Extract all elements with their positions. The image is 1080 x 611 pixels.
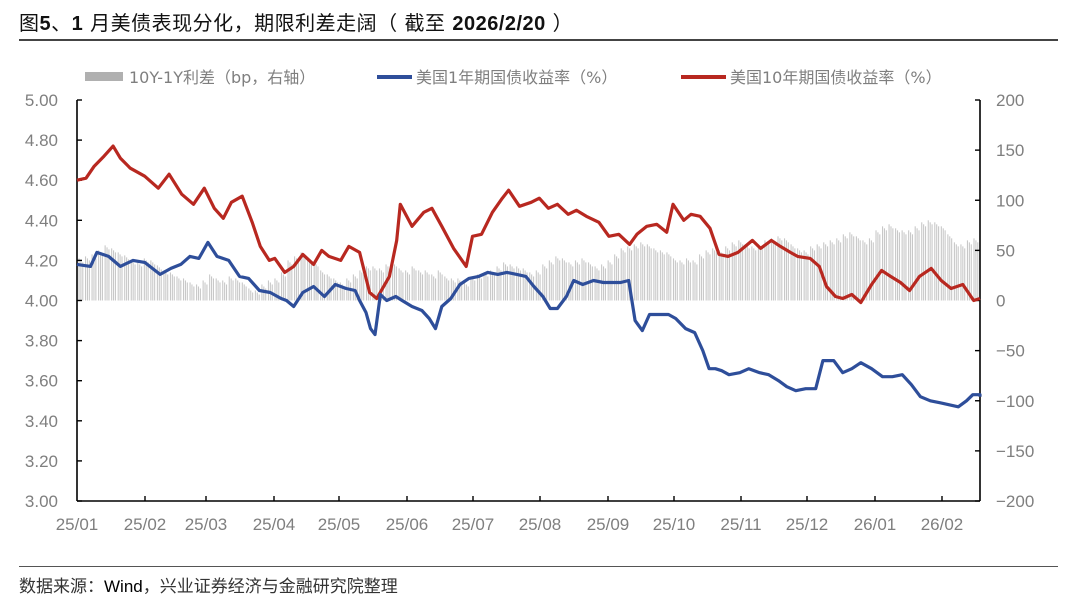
x-tick-label: 25/03 <box>185 515 228 534</box>
right-tick-label: 100 <box>996 191 1024 210</box>
us10y-line <box>76 144 981 305</box>
right-tick-label: −150 <box>996 442 1034 461</box>
x-tick-label: 26/02 <box>921 515 964 534</box>
right-tick-label: −100 <box>996 392 1034 411</box>
x-tick-label: 25/07 <box>452 515 495 534</box>
chart-area: 10Y-1Y利差（bp，右轴） 美国1年期国债收益率（%） 美国10年期国债收益… <box>25 68 1034 534</box>
legend: 10Y-1Y利差（bp，右轴） 美国1年期国债收益率（%） 美国10年期国债收益… <box>85 68 942 87</box>
us1y-line <box>76 240 982 409</box>
data-source-note: 数据来源：Wind，兴业证券经济与金融研究院整理 <box>19 577 398 597</box>
left-tick-label: 4.40 <box>25 211 58 230</box>
right-tick-label: −50 <box>996 342 1025 361</box>
left-tick-label: 3.00 <box>25 492 58 511</box>
right-tick-label: 50 <box>996 241 1015 260</box>
left-tick-label: 3.60 <box>25 372 58 391</box>
x-tick-label: 25/12 <box>786 515 829 534</box>
left-tick-label: 4.00 <box>25 292 58 311</box>
x-tick-label: 25/04 <box>253 515 296 534</box>
x-axis-labels: 25/01 25/02 25/03 25/04 25/05 25/06 25/07 25/08… <box>56 515 964 534</box>
footer-divider <box>19 566 1058 567</box>
x-tick-label: 25/08 <box>519 515 562 534</box>
x-tick-label: 25/01 <box>56 515 99 534</box>
left-tick-label: 3.40 <box>25 412 58 431</box>
spread-bars <box>78 220 979 301</box>
x-tick-label: 25/10 <box>653 515 696 534</box>
legend-label-us1y: 美国1年期国债收益率（%） <box>416 68 617 87</box>
right-tick-label: 0 <box>996 292 1005 311</box>
legend-label-spread: 10Y-1Y利差（bp，右轴） <box>129 68 315 87</box>
legend-label-us10y: 美国10年期国债收益率（%） <box>730 68 942 87</box>
right-axis-labels: 200 150 100 50 0 −50 −100 −150 −200 <box>996 91 1034 511</box>
right-tick-label: −200 <box>996 492 1034 511</box>
left-tick-label: 4.80 <box>25 131 58 150</box>
right-tick-label: 200 <box>996 91 1024 110</box>
left-tick-label: 4.60 <box>25 171 58 190</box>
x-tick-label: 25/09 <box>587 515 630 534</box>
x-tick-label: 25/05 <box>318 515 361 534</box>
left-tick-label: 4.20 <box>25 251 58 270</box>
x-tick-label: 26/01 <box>854 515 897 534</box>
left-tick-label: 5.00 <box>25 91 58 110</box>
left-tick-label: 3.80 <box>25 332 58 351</box>
x-tick-label: 25/11 <box>720 515 761 534</box>
x-tick-label: 25/06 <box>386 515 429 534</box>
title-divider <box>19 39 1058 41</box>
axes <box>76 99 981 502</box>
x-tick-label: 25/02 <box>124 515 167 534</box>
left-axis-labels: 5.00 4.80 4.60 4.40 4.20 4.00 3.80 3.60 3.40 3.20… <box>25 91 58 511</box>
legend-swatch-spread <box>85 72 123 81</box>
chart-title: 图5、1 月美债表现分化，期限利差走阔（ 截至 2026/2/20 ） <box>19 11 574 35</box>
right-tick-label: 150 <box>996 141 1024 160</box>
left-tick-label: 3.20 <box>25 452 58 471</box>
